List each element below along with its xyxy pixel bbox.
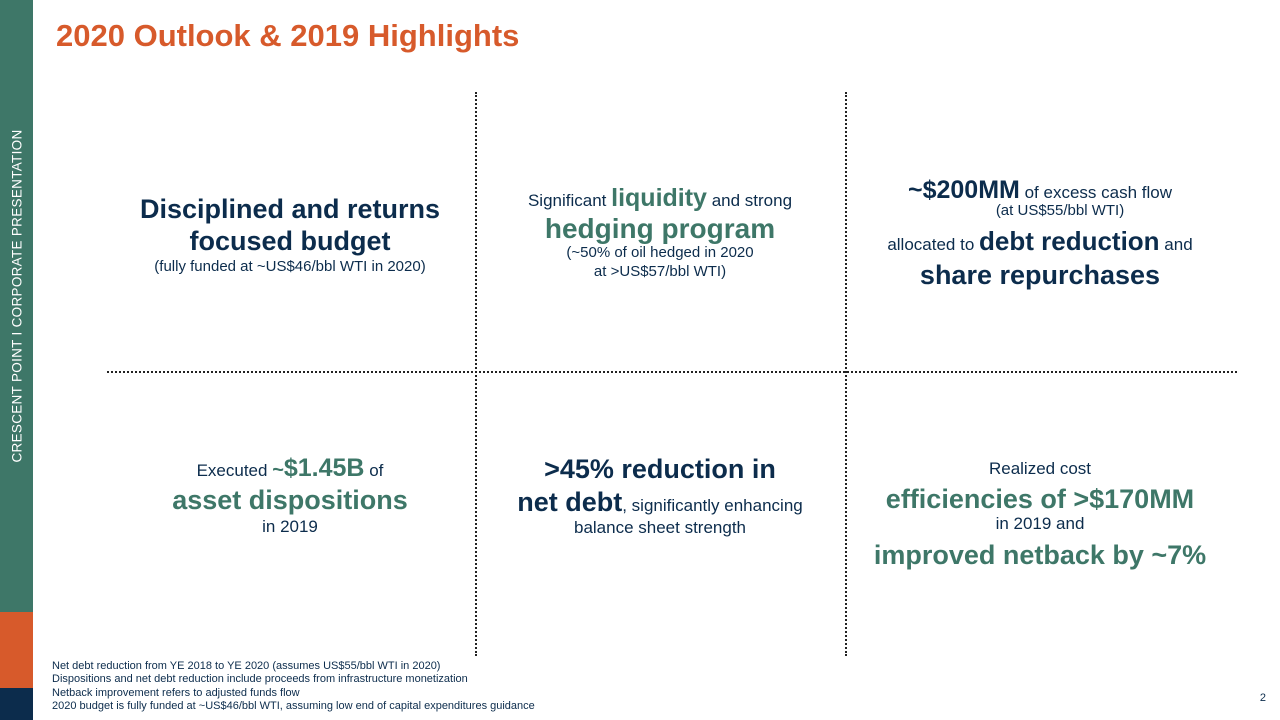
footnote: 2020 budget is fully funded at ~US$46/bb…	[52, 700, 535, 713]
cashflow-line4: share repurchases	[919, 259, 1161, 290]
sidebar-navy-band	[0, 688, 33, 720]
cashflow-line3: allocated to debt reduction and	[860, 227, 1220, 256]
divider-vertical-left	[475, 92, 477, 656]
netdebt-line1: >45% reduction in	[544, 454, 776, 484]
cell-dispositions: Executed ~$1.45B of asset dispositions i…	[115, 454, 465, 537]
efficiencies-line2: efficiencies of >$170MM	[885, 483, 1195, 514]
sidebar-orange-band	[0, 612, 33, 688]
page-title: 2020 Outlook & 2019 Highlights	[56, 18, 520, 53]
divider-horizontal	[107, 371, 1237, 373]
divider-vertical-right	[845, 92, 847, 656]
budget-line1: Disciplined and returns	[139, 194, 441, 224]
budget-note: (fully funded at ~US$46/bbl WTI in 2020)	[154, 258, 426, 276]
dispositions-post: of	[364, 461, 384, 480]
sidebar-label: CRESCENT POINT I CORPORATE PRESENTATION	[9, 129, 25, 463]
liquidity-note1: (~50% of oil hedged in 2020	[566, 244, 754, 262]
cashflow-after-amount: of excess cash flow	[1019, 183, 1172, 202]
sidebar: CRESCENT POINT I CORPORATE PRESENTATION	[0, 0, 33, 720]
cell-netdebt: >45% reduction in net debt, significantl…	[490, 454, 830, 538]
liquidity-note2: at >US$57/bbl WTI)	[593, 262, 727, 280]
sidebar-green-band	[0, 0, 33, 612]
liquidity-pre: Significant	[527, 191, 612, 210]
liquidity-post: and strong	[706, 191, 793, 210]
cashflow-note: (at US$55/bbl WTI)	[995, 201, 1125, 219]
netdebt-highlight: net debt	[517, 486, 623, 517]
budget-line2: focused budget	[189, 225, 391, 256]
netdebt-post: , significantly enhancing	[622, 495, 803, 515]
netdebt-line3: balance sheet strength	[573, 518, 746, 538]
liquidity-line1: Significant liquidity and strong	[490, 184, 830, 213]
dispositions-amount-prefix: ~	[272, 459, 284, 481]
dispositions-line1: Executed ~$1.45B of	[115, 454, 465, 483]
netdebt-line2: net debt, significantly enhancing	[490, 486, 830, 518]
cell-cashflow: ~$200MM of excess cash flow (at US$55/bb…	[860, 176, 1220, 290]
cashflow-amount: ~$200MM	[908, 176, 1020, 204]
efficiencies-line4: improved netback by ~7%	[873, 540, 1207, 571]
footnote: Dispositions and net debt reduction incl…	[52, 673, 468, 686]
cell-efficiencies: Realized cost efficiencies of >$170MM in…	[860, 459, 1220, 571]
dispositions-amount: $1.45B	[283, 454, 365, 482]
cashflow-line1: ~$200MM of excess cash flow	[860, 176, 1220, 205]
footnote: Net debt reduction from YE 2018 to YE 20…	[52, 660, 441, 672]
cashflow-highlight2: debt reduction	[979, 226, 1160, 256]
cashflow-post2: and	[1159, 235, 1193, 254]
page-number: 2	[1259, 692, 1266, 704]
efficiencies-line3: in 2019 and	[995, 514, 1085, 534]
dispositions-line3: in 2019	[262, 517, 318, 537]
cashflow-pre2: allocated to	[887, 235, 980, 254]
footnotes: Net debt reduction from YE 2018 to YE 20…	[52, 660, 535, 714]
cell-budget: Disciplined and returns focused budget (…	[115, 194, 465, 276]
dispositions-line2: asset dispositions	[172, 484, 408, 515]
efficiencies-line1: Realized cost	[988, 459, 1092, 478]
cell-liquidity: Significant liquidity and strong hedging…	[490, 184, 830, 280]
liquidity-highlight: liquidity	[611, 184, 707, 212]
liquidity-line2: hedging program	[544, 212, 776, 244]
dispositions-pre: Executed	[196, 461, 273, 480]
footnote: Netback improvement refers to adjusted f…	[52, 686, 300, 699]
